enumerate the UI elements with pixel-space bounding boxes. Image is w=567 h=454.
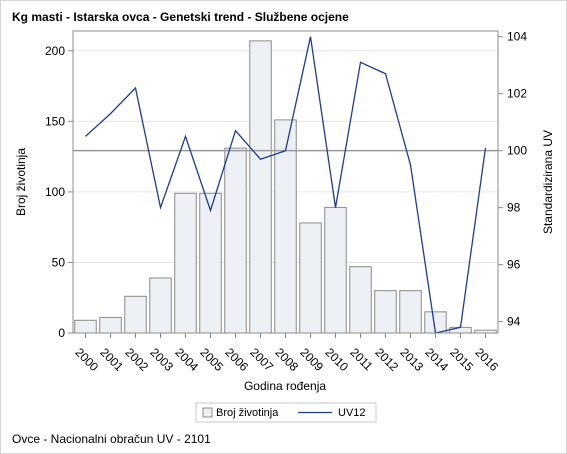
bar-2011: [349, 266, 372, 334]
bar-2005: [199, 192, 222, 334]
legend-swatch-bar: [202, 407, 213, 418]
bar-2001: [99, 316, 122, 334]
x-tick-label-2012: 2012: [372, 345, 401, 374]
legend-box: [195, 402, 377, 423]
bar-2015: [449, 326, 472, 334]
y2-tick-label-96: 96: [507, 258, 521, 272]
y2-axis-ticks: 94 96 98 100 102 104: [498, 30, 527, 329]
y2-tick-label-104: 104: [507, 30, 527, 44]
y-tick-label-100: 100: [45, 185, 65, 199]
legend: Broj životinja UV12: [195, 402, 377, 423]
bar-2004: [174, 192, 197, 334]
bar-2010: [324, 206, 347, 334]
footnote: Ovce - Nacionalni obračun UV - 2101: [12, 432, 211, 446]
x-tick-label-2008: 2008: [272, 345, 301, 374]
x-tick-label-2014: 2014: [422, 345, 451, 374]
x-tick-label-2016: 2016: [472, 345, 501, 374]
bar-2000: [74, 319, 97, 334]
x-tick-label-2005: 2005: [197, 345, 226, 374]
x-tick-label-2006: 2006: [222, 345, 251, 374]
x-axis-ticks: 2000200120022003200420052006200720082009…: [72, 333, 501, 374]
x-tick-label-2013: 2013: [397, 345, 426, 374]
x-tick-label-2011: 2011: [347, 345, 375, 373]
x-axis-label: Godina rođenja: [244, 379, 326, 393]
x-tick-label-2003: 2003: [147, 345, 176, 374]
y-tick-label-50: 50: [52, 255, 66, 269]
y2-tick-label-100: 100: [507, 144, 527, 158]
legend-label-line: UV12: [338, 407, 366, 419]
bar-2006: [224, 147, 247, 334]
bar-2003: [149, 277, 172, 334]
x-tick-label-2009: 2009: [297, 345, 326, 374]
y-axis-label: Broj životinja: [14, 148, 28, 216]
bar-2002: [124, 295, 147, 334]
uv12-line: [85, 36, 487, 334]
y-tick-label-0: 0: [58, 326, 65, 340]
x-tick-label-2004: 2004: [172, 345, 201, 374]
x-tick-label-2007: 2007: [247, 345, 276, 374]
bar-2013: [399, 290, 422, 334]
y-tick-label-150: 150: [45, 114, 65, 128]
legend-label-bar: Broj životinja: [216, 407, 279, 419]
x-tick-label-2010: 2010: [322, 345, 351, 374]
bar-2008: [274, 119, 297, 334]
y-axis-ticks: 0 50 100 150 200: [45, 44, 73, 340]
y2-tick-label-98: 98: [507, 201, 521, 215]
x-tick-label-2015: 2015: [447, 345, 476, 374]
y2-axis-label: Standardizirana UV: [541, 130, 555, 234]
bar-2012: [374, 290, 397, 334]
bar-2009: [299, 222, 322, 334]
y2-tick-label-102: 102: [507, 87, 527, 101]
y2-tick-label-94: 94: [507, 315, 521, 329]
x-tick-label-2001: 2001: [97, 345, 126, 374]
x-tick-label-2000: 2000: [72, 345, 101, 374]
bar-2007: [249, 40, 272, 334]
x-tick-label-2002: 2002: [122, 345, 151, 374]
chart-title: Kg masti - Istarska ovca - Genetski tren…: [12, 10, 349, 24]
bar-series: [74, 40, 497, 334]
y-tick-label-200: 200: [45, 44, 65, 58]
line-series: [85, 36, 487, 334]
